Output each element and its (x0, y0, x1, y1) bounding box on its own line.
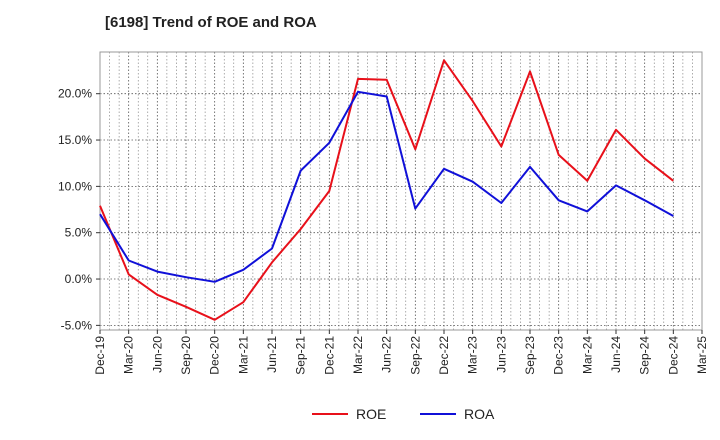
x-tick-label: Jun-23 (494, 336, 508, 373)
chart-title: [6198] Trend of ROE and ROA (105, 14, 317, 31)
legend: ROE ROA (312, 406, 495, 422)
legend-label-roa: ROA (464, 406, 495, 422)
y-tick-label: 0.0% (65, 272, 93, 286)
x-tick-label: Jun-22 (380, 336, 394, 373)
series-group (99, 59, 674, 321)
x-tick-label: Mar-24 (580, 336, 594, 374)
x-tick-label: Sep-24 (638, 336, 652, 375)
x-tick-label: Mar-20 (122, 336, 136, 374)
y-tick-label: 20.0% (58, 87, 92, 101)
x-tick-label: Mar-23 (466, 336, 480, 374)
x-tick-label: Dec-24 (666, 336, 680, 375)
x-tick-label: Sep-20 (179, 336, 193, 375)
y-tick-label: 15.0% (58, 133, 92, 147)
x-tick-label: Mar-21 (236, 336, 250, 374)
x-tick-label: Dec-20 (208, 336, 222, 375)
x-tick-label: Mar-22 (351, 336, 365, 374)
series-line-roa (99, 90, 674, 283)
x-tick-label: Jun-20 (150, 336, 164, 373)
y-tick-label: 10.0% (58, 179, 92, 193)
legend-label-roe: ROE (356, 406, 386, 422)
x-tick-label: Sep-21 (294, 336, 308, 375)
grid (99, 52, 703, 330)
x-tick-label: Mar-25 (695, 336, 709, 374)
x-tick-label: Jun-24 (609, 336, 623, 373)
x-tick-label: Jun-21 (265, 336, 279, 373)
y-tick-label: -5.0% (61, 318, 93, 332)
x-tick-label: Dec-22 (437, 336, 451, 375)
series-line-roe (99, 59, 674, 321)
x-tick-label: Sep-22 (408, 336, 422, 375)
y-tick-label: 5.0% (65, 226, 93, 240)
plot-frame (99, 51, 703, 331)
x-tick-label: Sep-23 (523, 336, 537, 375)
x-tick-label: Dec-23 (552, 336, 566, 375)
y-axis: -5.0% 0.0% 5.0% 10.0% 15.0% 20.0% (58, 87, 100, 332)
x-tick-label: Dec-19 (93, 336, 107, 375)
x-tick-label: Dec-21 (322, 336, 336, 375)
x-axis: Dec-19 Mar-20 Jun-20 Sep-20 Dec-20 Mar-21 Jun-… (93, 330, 709, 375)
